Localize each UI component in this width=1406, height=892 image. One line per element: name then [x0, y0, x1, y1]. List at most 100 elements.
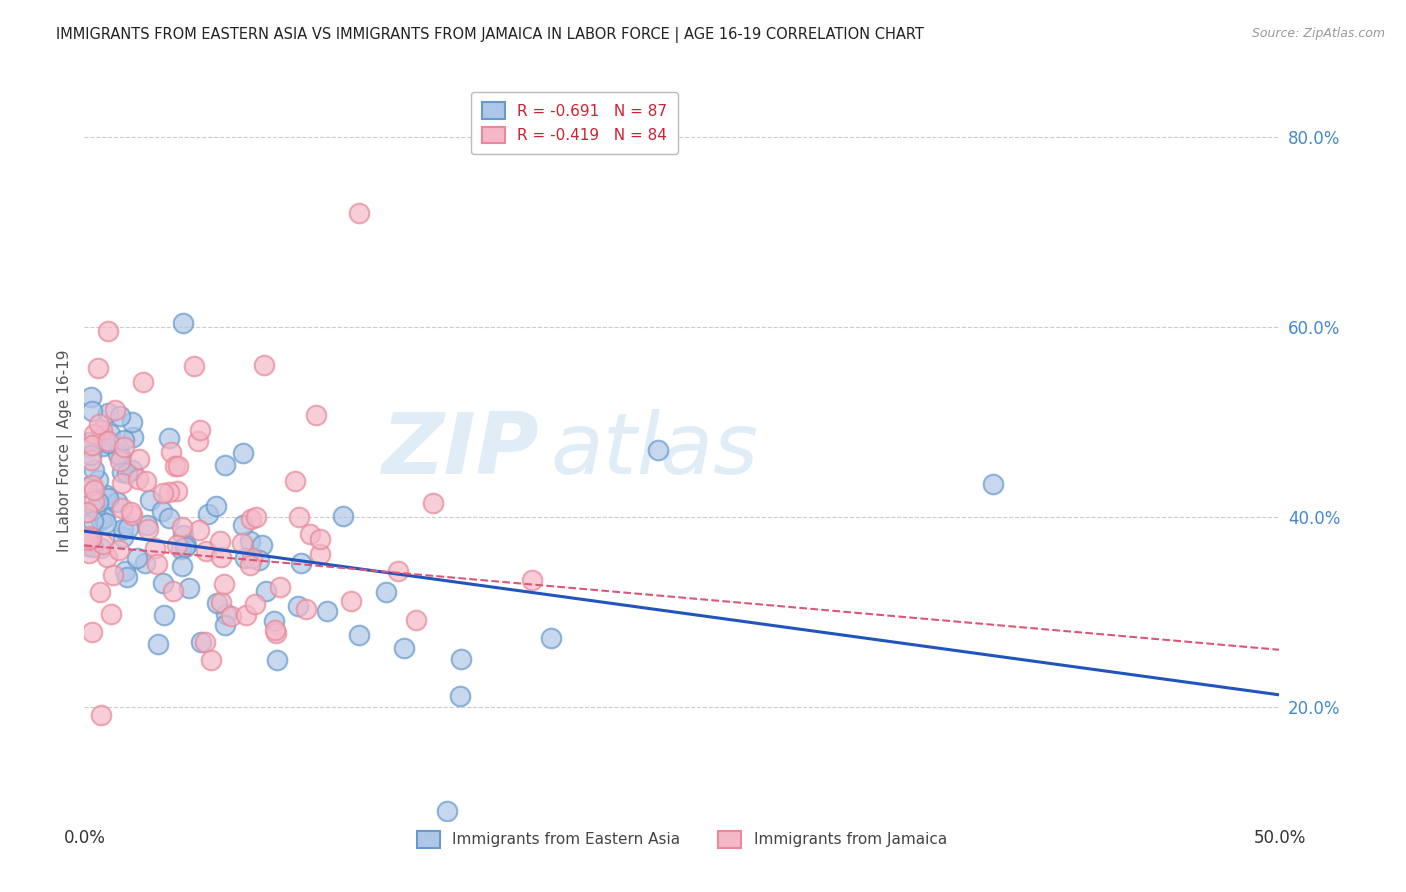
Point [76, 505, 98, 519]
Point [449, 689, 471, 703]
Point [172, 558, 194, 573]
Text: Source: ZipAtlas.com: Source: ZipAtlas.com [1251, 27, 1385, 40]
Point [194, 634, 217, 648]
Point [108, 454, 131, 468]
Point [91, 439, 114, 453]
Point [80, 453, 103, 467]
Point [152, 486, 174, 500]
Point [298, 527, 321, 541]
Point [104, 403, 127, 417]
Point [332, 508, 354, 523]
Point [436, 804, 458, 818]
Point [121, 416, 143, 430]
Legend: Immigrants from Eastern Asia, Immigrants from Jamaica: Immigrants from Eastern Asia, Immigrants… [411, 825, 953, 854]
Point [209, 550, 232, 565]
Point [269, 580, 291, 594]
Point [127, 472, 149, 486]
Point [112, 522, 135, 536]
Point [89, 513, 111, 527]
Point [105, 495, 128, 509]
Point [97, 324, 120, 338]
Point [247, 553, 270, 567]
Point [166, 537, 188, 551]
Point [103, 567, 125, 582]
Point [287, 599, 309, 614]
Point [243, 597, 266, 611]
Point [93, 511, 115, 525]
Point [91, 427, 114, 442]
Point [80, 438, 103, 452]
Point [146, 637, 169, 651]
Point [87, 360, 110, 375]
Point [107, 542, 129, 557]
Point [349, 206, 371, 220]
Point [187, 434, 209, 448]
Point [122, 430, 145, 444]
Point [84, 502, 107, 516]
Y-axis label: In Labor Force | Age 16-19: In Labor Force | Age 16-19 [58, 349, 73, 552]
Point [131, 375, 153, 389]
Point [520, 573, 543, 587]
Point [305, 408, 328, 422]
Text: ZIP: ZIP [381, 409, 538, 492]
Point [288, 510, 311, 524]
Point [647, 443, 669, 458]
Point [183, 359, 205, 373]
Point [212, 576, 235, 591]
Point [190, 635, 212, 649]
Point [83, 494, 105, 508]
Point [86, 495, 108, 509]
Point [87, 473, 110, 487]
Point [250, 538, 273, 552]
Point [266, 653, 288, 667]
Point [135, 475, 157, 489]
Point [308, 547, 330, 561]
Point [194, 544, 217, 558]
Text: atlas: atlas [551, 409, 758, 492]
Point [263, 614, 285, 628]
Point [214, 618, 236, 632]
Point [80, 625, 103, 640]
Point [96, 516, 118, 530]
Point [153, 607, 176, 622]
Point [94, 434, 117, 448]
Point [83, 483, 105, 498]
Point [121, 508, 143, 523]
Point [205, 596, 228, 610]
Point [167, 458, 190, 473]
Point [159, 445, 181, 459]
Point [166, 483, 188, 498]
Point [135, 517, 157, 532]
Point [90, 708, 112, 723]
Point [80, 449, 103, 463]
Point [134, 556, 156, 570]
Point [172, 528, 194, 542]
Point [77, 540, 100, 554]
Point [159, 511, 181, 525]
Point [76, 533, 98, 547]
Point [91, 423, 114, 437]
Point [264, 625, 287, 640]
Text: IMMIGRANTS FROM EASTERN ASIA VS IMMIGRANTS FROM JAMAICA IN LABOR FORCE | AGE 16-: IMMIGRANTS FROM EASTERN ASIA VS IMMIGRAN… [56, 27, 924, 43]
Point [392, 640, 415, 655]
Point [405, 613, 427, 627]
Point [145, 541, 167, 556]
Point [179, 581, 201, 595]
Point [208, 534, 231, 549]
Point [231, 536, 253, 550]
Point [450, 652, 472, 666]
Point [79, 441, 101, 455]
Point [139, 493, 162, 508]
Point [107, 447, 129, 461]
Point [97, 406, 120, 420]
Point [981, 476, 1004, 491]
Point [239, 511, 262, 525]
Point [110, 466, 132, 480]
Point [214, 458, 236, 473]
Point [97, 436, 120, 450]
Point [77, 546, 100, 560]
Point [121, 463, 143, 477]
Point [120, 505, 142, 519]
Point [91, 537, 114, 551]
Point [128, 452, 150, 467]
